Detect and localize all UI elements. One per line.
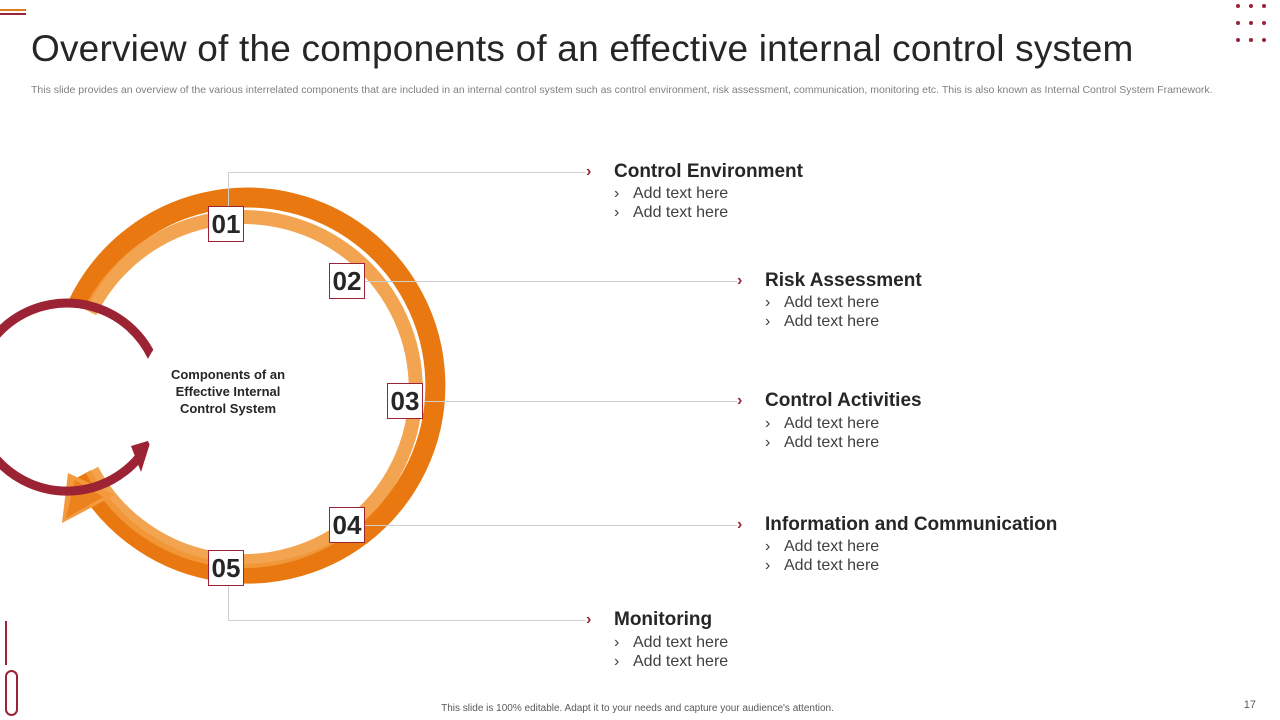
chevron-right-icon: › [737, 272, 743, 289]
corner-accent-orange [0, 9, 26, 11]
center-label: Components of an Effective Internal Cont… [170, 367, 286, 416]
corner-accent-maroon [0, 13, 26, 15]
chevron-right-icon: › [586, 611, 592, 628]
bullet-chevron-icon: › [765, 294, 771, 311]
leader-vertical-05 [228, 586, 229, 620]
component-number-02: 02 [329, 263, 365, 299]
leader-01 [228, 172, 586, 173]
component-bullet: › Add text here [614, 634, 729, 651]
leader-04 [365, 525, 737, 526]
chevron-right-icon: › [737, 392, 743, 409]
leader-02 [365, 281, 737, 282]
bullet-chevron-icon: › [614, 634, 620, 651]
center-circle [138, 310, 318, 490]
chevron-right-icon: › [586, 163, 592, 180]
component-title-04: Information and Communication [765, 514, 1058, 535]
page-number: 17 [1243, 699, 1256, 711]
slide-title: Overview of the components of an effecti… [31, 28, 1134, 69]
footer-note: This slide is 100% editable. Adapt it to… [441, 703, 834, 714]
bullet-chevron-icon: › [765, 313, 771, 330]
component-bullet: › Add text here [765, 294, 880, 311]
component-bullet: › Add text here [765, 434, 880, 451]
component-title-02: Risk Assessment [765, 270, 922, 291]
inner-arc [0, 298, 157, 496]
leader-05 [228, 620, 586, 621]
slide-subtitle: This slide provides an overview of the v… [31, 84, 1213, 96]
component-bullet: › Add text here [765, 557, 880, 574]
component-title-01: Control Environment [614, 161, 803, 182]
bullet-chevron-icon: › [765, 557, 771, 574]
component-bullet: › Add text here [765, 538, 880, 555]
component-number-04: 04 [329, 507, 365, 543]
bullet-chevron-icon: › [765, 415, 771, 432]
component-bullet: › Add text here [614, 204, 729, 221]
leader-03 [424, 401, 737, 402]
component-title-03: Control Activities [765, 390, 922, 411]
component-title-05: Monitoring [614, 609, 713, 630]
bullet-chevron-icon: › [765, 434, 771, 451]
bullet-chevron-icon: › [765, 538, 771, 555]
chevron-right-icon: › [737, 516, 743, 533]
bullet-chevron-icon: › [614, 185, 620, 202]
inner-arrow-head [131, 440, 151, 472]
outer-arc [69, 187, 446, 584]
component-bullet: › Add text here [614, 185, 729, 202]
bullet-chevron-icon: › [614, 653, 620, 670]
decorative-left-bar [5, 621, 7, 665]
bullet-chevron-icon: › [614, 204, 620, 221]
decorative-dot-grid [1232, 4, 1266, 44]
component-bullet: › Add text here [614, 653, 729, 670]
component-number-05: 05 [208, 550, 244, 586]
leader-vertical-01 [228, 172, 229, 206]
decorative-left-pill [5, 670, 18, 716]
component-number-01: 01 [208, 206, 244, 242]
component-bullet: › Add text here [765, 313, 880, 330]
component-number-03: 03 [387, 383, 423, 419]
component-bullet: › Add text here [765, 415, 880, 432]
